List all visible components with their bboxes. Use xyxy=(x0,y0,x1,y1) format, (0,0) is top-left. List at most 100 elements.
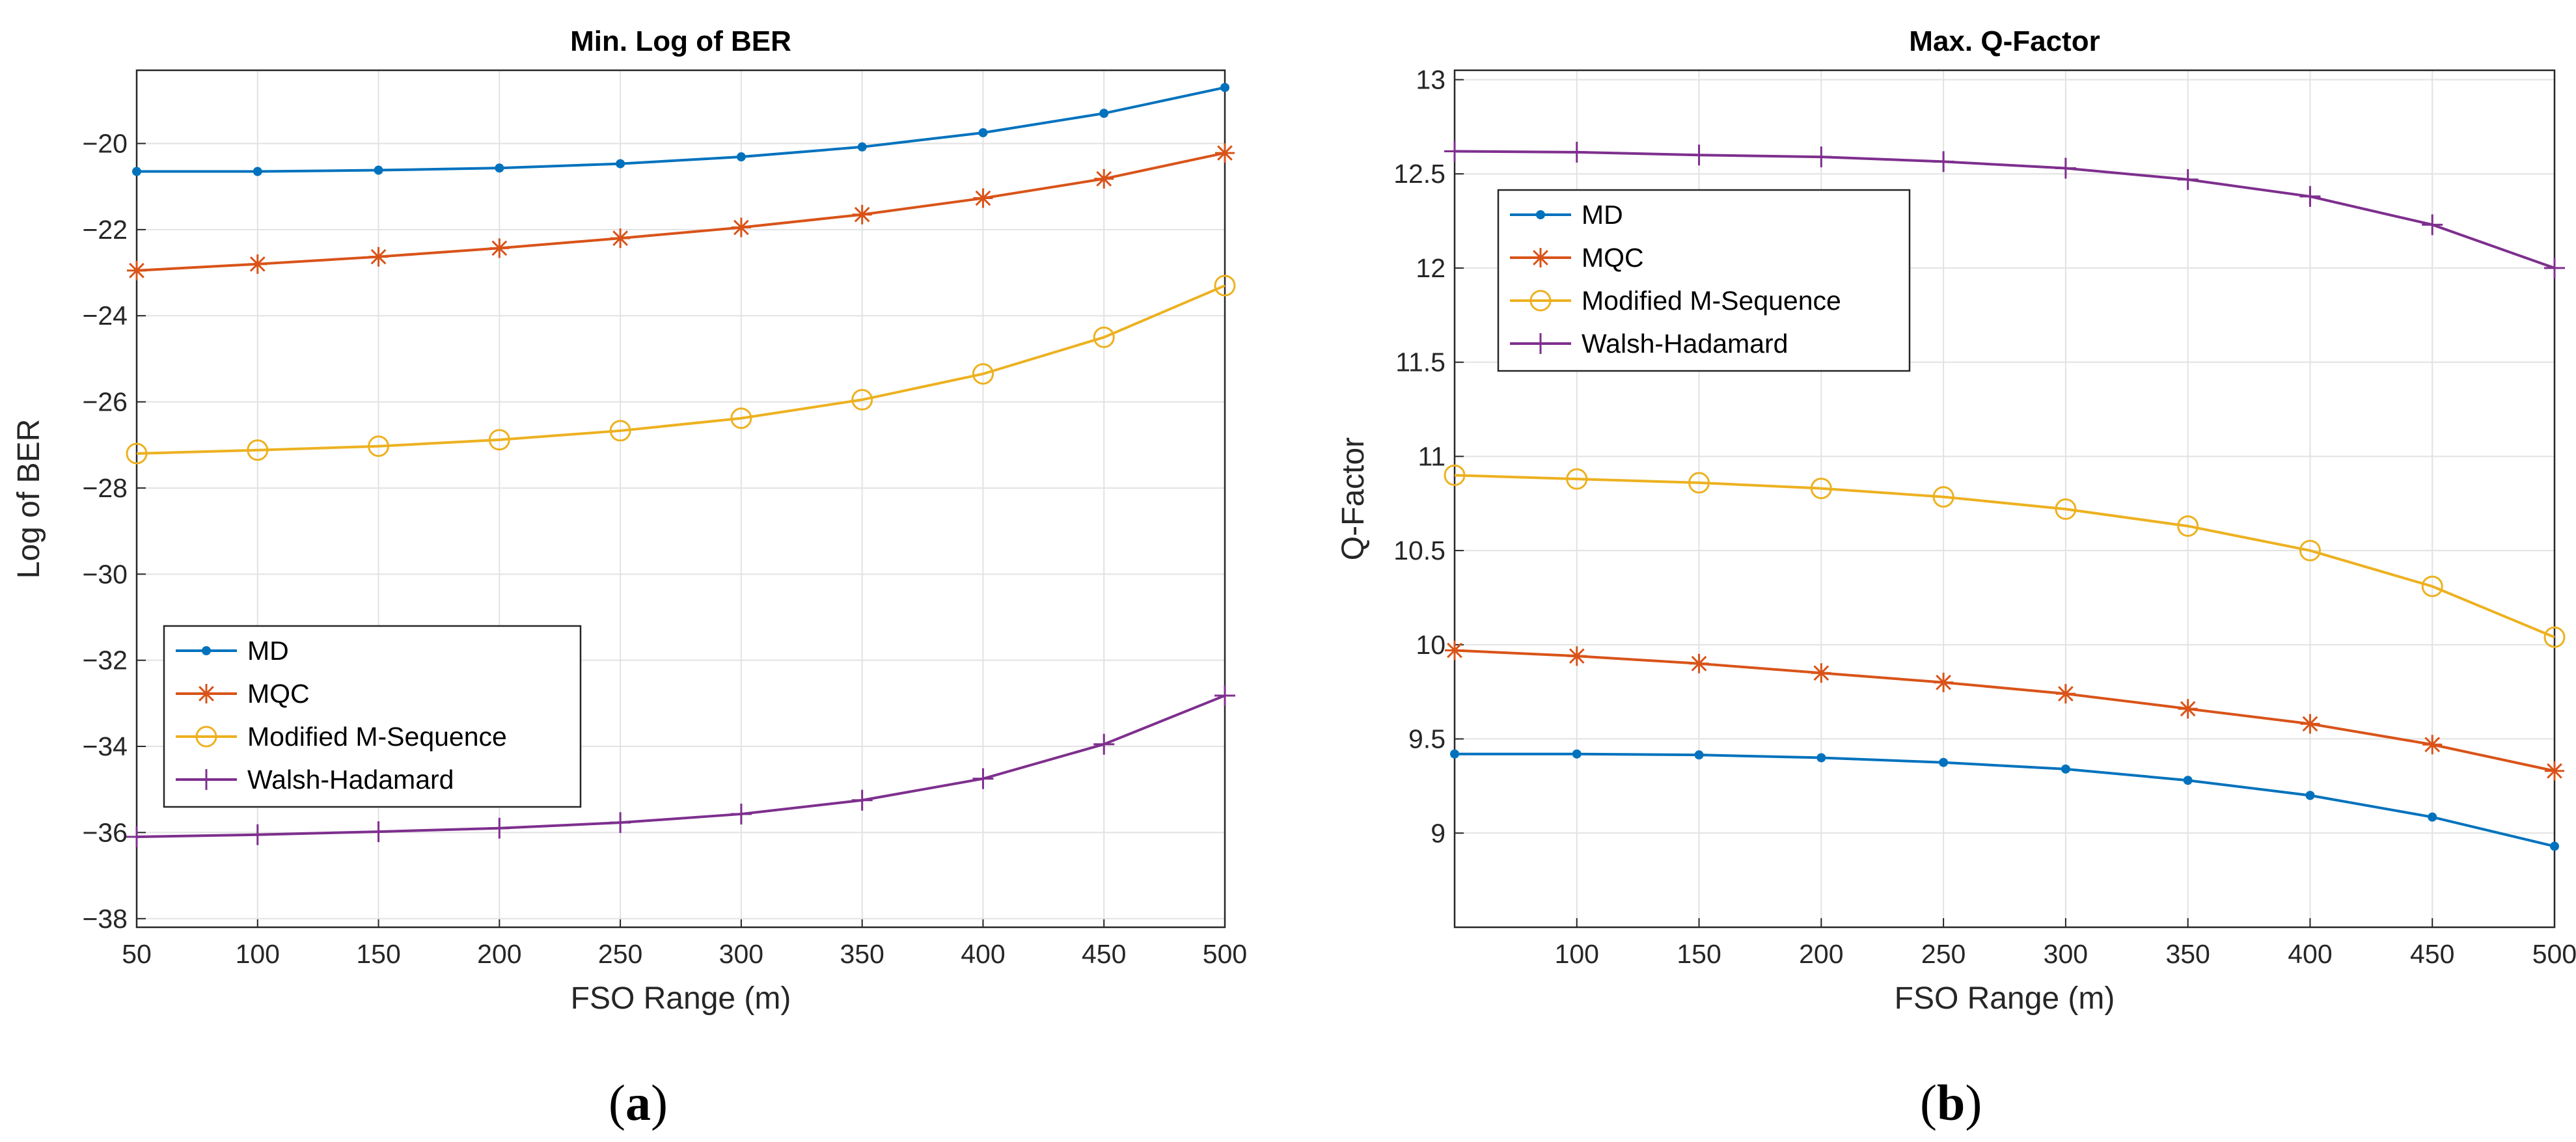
y-tick-label: −20 xyxy=(82,129,128,159)
y-tick-label: 12 xyxy=(1416,253,1446,283)
y-tick-label: −32 xyxy=(82,646,128,675)
series-1-marker xyxy=(127,260,146,280)
series-line-dot xyxy=(1455,752,2555,848)
x-tick-label: 200 xyxy=(1799,939,1843,969)
series-0-marker xyxy=(132,167,141,176)
series-0-marker xyxy=(736,152,746,162)
series-3-marker xyxy=(1214,685,1235,706)
legend-label: MD xyxy=(1582,200,1623,230)
chart-title: Min. Log of BER xyxy=(570,25,791,57)
y-axis-label: Q-Factor xyxy=(1336,437,1371,560)
series-1-marker xyxy=(489,238,510,258)
series-0-marker xyxy=(2061,764,2070,774)
x-tick-label: 100 xyxy=(236,939,280,969)
legend-2-marker xyxy=(195,726,217,748)
series-3-marker xyxy=(1566,141,1587,163)
x-tick-label: 250 xyxy=(1921,939,1966,969)
series-1-marker xyxy=(2055,684,2076,704)
series-0-marker xyxy=(2428,812,2437,822)
legend-label: Modified M-Sequence xyxy=(1582,286,1841,316)
series-2-marker xyxy=(972,363,994,385)
x-tick-label: 450 xyxy=(1082,939,1126,969)
y-tick-label: −38 xyxy=(82,904,128,934)
series-2-marker xyxy=(488,429,510,451)
series-2-marker xyxy=(1214,275,1236,297)
series-2-marker xyxy=(2543,626,2566,648)
series-1-marker xyxy=(2422,735,2443,755)
legend-label: MD xyxy=(247,636,289,666)
series-1-marker xyxy=(2300,714,2320,734)
series-2-marker xyxy=(1566,468,1588,490)
series-0-marker xyxy=(1939,757,1949,767)
caption-b: (b) xyxy=(1920,1074,1982,1131)
series-1-marker xyxy=(1215,143,1235,163)
series-3-marker xyxy=(2422,214,2443,236)
series-1-marker xyxy=(1094,169,1114,189)
series-1-marker xyxy=(2545,761,2564,781)
series-2-marker xyxy=(730,407,752,429)
chart-title: Max. Q-Factor xyxy=(1909,25,2100,57)
series-1-marker xyxy=(247,254,267,274)
x-tick-label: 100 xyxy=(1555,939,1599,969)
series-0-marker xyxy=(1099,109,1109,118)
y-tick-label: −36 xyxy=(82,817,128,847)
series-3-marker xyxy=(1093,733,1115,755)
series-line-star xyxy=(136,152,1226,272)
series-line-circle xyxy=(136,284,1226,455)
series-1-marker xyxy=(2178,699,2198,719)
y-tick-label: −24 xyxy=(82,301,128,331)
series-0-marker xyxy=(616,159,625,169)
x-axis-label: FSO Range (m) xyxy=(571,981,791,1016)
series-0-marker xyxy=(1450,749,1459,759)
series-3-marker xyxy=(2299,185,2321,207)
legend-label: MQC xyxy=(1582,243,1644,273)
legend-box xyxy=(1497,189,1911,372)
series-2-marker xyxy=(609,420,631,442)
series-1-marker xyxy=(973,188,993,208)
x-tick-label: 400 xyxy=(2288,939,2332,969)
x-tick-label: 150 xyxy=(1677,939,1721,969)
legend-0-marker xyxy=(202,646,211,655)
series-2-marker xyxy=(126,442,148,465)
y-tick-label: −22 xyxy=(82,215,128,245)
series-3-marker xyxy=(610,812,631,834)
x-tick-label: 300 xyxy=(2044,939,2088,969)
x-tick-label: 50 xyxy=(122,939,152,969)
y-tick-label: 11 xyxy=(1418,441,1446,471)
series-0-marker xyxy=(2550,841,2559,851)
x-tick-label: 500 xyxy=(1203,939,1247,969)
series-3-marker xyxy=(972,768,994,789)
legend-label: Walsh-Hadamard xyxy=(1582,329,1788,359)
axes-box xyxy=(135,69,1226,929)
legend-0-marker xyxy=(1536,210,1545,219)
series-3-marker xyxy=(851,789,873,811)
series-3-marker xyxy=(1688,144,1710,166)
series-2-marker xyxy=(1093,326,1115,348)
legend-label: Walsh-Hadamard xyxy=(247,765,454,795)
series-3-marker xyxy=(247,824,268,845)
y-tick-label: 11.5 xyxy=(1395,347,1446,377)
series-line-dot xyxy=(137,86,1226,173)
series-0-marker xyxy=(1694,750,1704,760)
series-2-marker xyxy=(1688,472,1710,494)
series-2-marker xyxy=(368,435,390,457)
legend-label: Modified M-Sequence xyxy=(247,722,507,752)
chart-a-log-ber: 50 100 150 200 250 300 350 400 450 500 −38 −36 −34 −3… xyxy=(12,25,1247,1016)
series-0-marker xyxy=(857,142,867,152)
y-tick-label: 9 xyxy=(1431,818,1446,848)
series-line-plus xyxy=(1454,150,2555,269)
y-tick-label: −28 xyxy=(82,473,128,503)
series-0-marker xyxy=(495,163,504,173)
series-3-marker xyxy=(1811,146,1832,168)
x-tick-label: 300 xyxy=(719,939,763,969)
series-3-marker xyxy=(1444,141,1465,162)
series-2-marker xyxy=(2299,539,2321,562)
legend-label: MQC xyxy=(247,679,310,709)
series-3-marker xyxy=(368,821,389,843)
axes-box xyxy=(1453,69,2556,929)
series-3-marker xyxy=(126,826,147,848)
y-axis-label: Log of BER xyxy=(12,419,46,578)
series-1-marker xyxy=(1934,672,1954,692)
y-tick-label: 12.5 xyxy=(1393,159,1446,189)
x-tick-label: 400 xyxy=(961,939,1005,969)
